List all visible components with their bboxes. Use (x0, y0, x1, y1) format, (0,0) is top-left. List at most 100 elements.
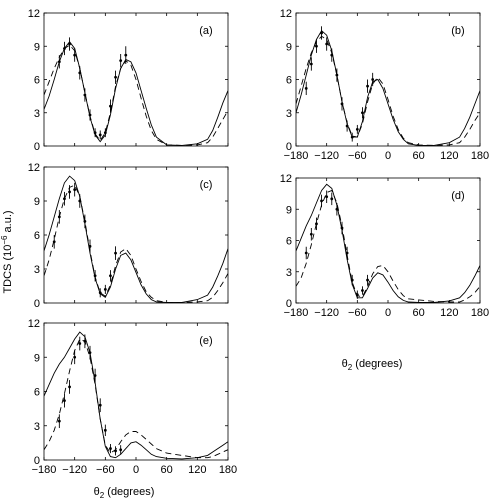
y-tick-label: 9 (286, 204, 292, 216)
y-tick-label: 12 (28, 318, 40, 330)
data-point (366, 84, 369, 88)
data-point (103, 131, 107, 135)
y-axis-label-exponent: −6 (0, 235, 9, 245)
data-point (83, 339, 87, 343)
x-tick-label: 180 (471, 307, 489, 319)
data-point (315, 222, 318, 226)
x-axis-label-theta: θ (342, 358, 348, 370)
solid-curve (44, 41, 228, 146)
panel-label: (a) (199, 25, 212, 37)
y-tick-label: 3 (34, 264, 40, 276)
panel-1: −180 −120 −60 0 60 120 180 0 3 6 9 12 (b) (280, 8, 489, 162)
y-tick-label: 12 (280, 8, 292, 20)
y-tick-label: 9 (34, 41, 40, 53)
dashed-curve (296, 189, 480, 303)
data-point (57, 60, 61, 64)
y-tick-label: 12 (28, 162, 40, 174)
data-point (345, 251, 349, 255)
x-axis-label-bottom: θ2 (degrees) (94, 486, 155, 500)
panel-label: (b) (451, 25, 464, 37)
x-tick-label: −60 (348, 307, 367, 319)
data-point (88, 113, 92, 117)
data-point (340, 102, 344, 106)
data-point (78, 342, 82, 345)
data-point (119, 59, 123, 63)
panel-4: −180 −120 −60 0 60 120 180 0 3 6 9 12 (e) (28, 318, 237, 476)
data-point (109, 447, 112, 450)
panel-0: 0 3 6 9 12 (a) (28, 8, 229, 153)
x-tick-label: 180 (219, 464, 237, 476)
x-tick-label: 0 (385, 150, 391, 162)
data-point (350, 278, 354, 282)
dashed-curve (44, 184, 228, 303)
x-tick-label: 0 (385, 307, 391, 319)
panel-label: (c) (200, 179, 213, 191)
data-point (88, 244, 92, 248)
data-point (63, 47, 66, 50)
x-tick-label: −180 (284, 307, 309, 319)
data-point (309, 232, 313, 236)
x-axis-label-theta: θ (94, 486, 100, 498)
y-tick-label: 3 (34, 108, 40, 120)
x-tick-label: −60 (96, 464, 115, 476)
y-tick-label: 12 (28, 8, 40, 20)
x-tick-label: 120 (440, 150, 458, 162)
data-point (345, 124, 349, 128)
data-point (114, 449, 117, 453)
data-point (304, 86, 308, 90)
y-axis-label: TDCS (10−6 a.u.) (0, 210, 14, 293)
data-point (88, 351, 92, 355)
data-point (109, 104, 112, 108)
data-point (57, 215, 61, 219)
data-point (78, 71, 82, 75)
data-point (309, 62, 313, 66)
y-tick-label: 6 (34, 387, 40, 399)
y-tick-label: 6 (34, 75, 40, 87)
data-point (78, 199, 82, 203)
data-point (315, 44, 318, 48)
data-point (73, 355, 77, 359)
x-tick-label: −120 (62, 464, 87, 476)
y-tick-label: 6 (34, 230, 40, 242)
data-point (335, 73, 339, 77)
data-point (63, 399, 66, 403)
data-point (93, 374, 97, 377)
data-point (304, 251, 308, 255)
data-point (361, 289, 364, 292)
data-point (68, 385, 71, 389)
y-tick-label: 3 (34, 421, 40, 433)
data-point (68, 42, 71, 46)
data-point (361, 111, 364, 115)
data-point (325, 42, 329, 46)
x-tick-label: −60 (348, 150, 367, 162)
data-point (335, 207, 339, 211)
data-point (340, 226, 344, 230)
data-point (93, 131, 97, 135)
y-axis-label-suffix: a.u.) (2, 210, 14, 235)
y-tick-label: 3 (286, 108, 292, 120)
data-point (114, 75, 117, 79)
y-tick-label: 0 (34, 298, 40, 310)
data-point (320, 199, 323, 203)
x-tick-label: 0 (133, 464, 139, 476)
data-point (330, 53, 334, 57)
y-tick-label: 3 (286, 267, 292, 279)
data-point (63, 197, 66, 201)
x-tick-label: 60 (161, 464, 173, 476)
data-point (57, 419, 61, 423)
data-point (83, 220, 87, 223)
data-point (114, 251, 117, 255)
data-point (68, 190, 71, 194)
y-tick-label: 0 (286, 141, 292, 153)
data-point (83, 93, 87, 97)
data-point (73, 53, 77, 57)
panel-label: (d) (451, 190, 464, 202)
x-tick-label: 60 (413, 150, 425, 162)
x-axis-label-subscript: 2 (100, 491, 105, 500)
data-point (73, 188, 77, 192)
y-tick-label: 6 (286, 75, 292, 87)
y-tick-label: 12 (280, 173, 292, 185)
data-point (325, 195, 329, 199)
x-tick-label: −180 (32, 464, 57, 476)
